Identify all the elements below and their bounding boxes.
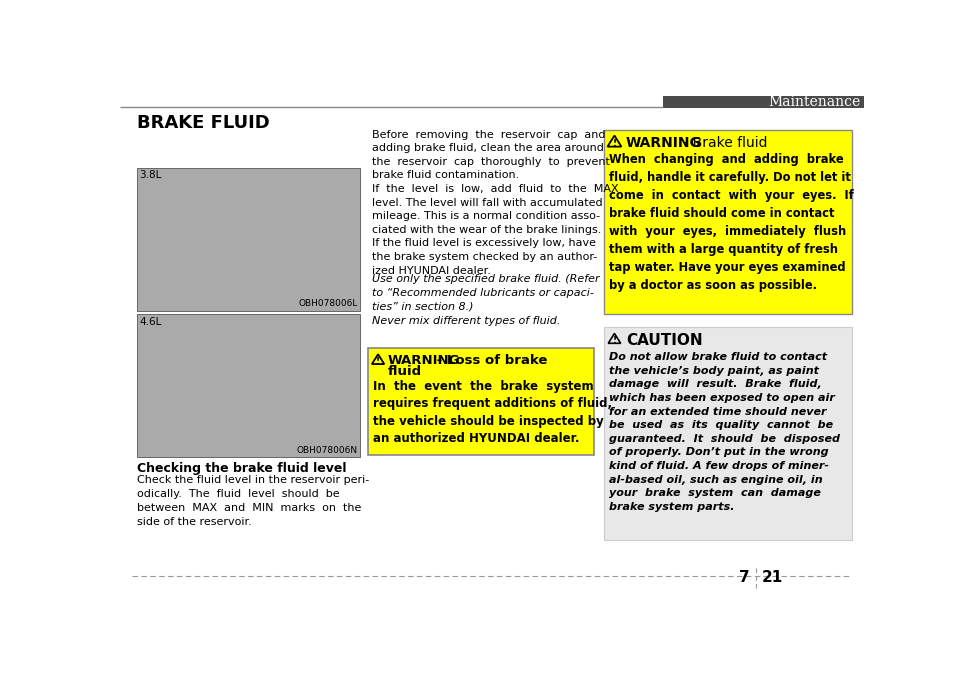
Text: 21: 21 xyxy=(761,570,783,586)
Text: Maintenance: Maintenance xyxy=(769,95,861,109)
Text: Never mix different types of fluid.: Never mix different types of fluid. xyxy=(372,316,561,326)
Text: CAUTION: CAUTION xyxy=(626,333,703,348)
Text: 7: 7 xyxy=(738,570,750,586)
Text: !: ! xyxy=(376,357,380,366)
Text: WARNING: WARNING xyxy=(626,136,702,150)
Text: Use only the specified brake fluid. (Refer
to “Recommended lubricants or capaci-: Use only the specified brake fluid. (Ref… xyxy=(372,274,599,311)
Text: !: ! xyxy=(612,336,616,345)
FancyBboxPatch shape xyxy=(605,130,852,314)
Text: 3.8L: 3.8L xyxy=(139,170,161,181)
Text: In  the  event  the  brake  system
requires frequent additions of fluid,
the veh: In the event the brake system requires f… xyxy=(372,380,612,445)
Text: !: ! xyxy=(612,138,616,148)
FancyBboxPatch shape xyxy=(368,347,594,455)
Text: Before  removing  the  reservoir  cap  and
adding brake fluid, clean the area ar: Before removing the reservoir cap and ad… xyxy=(372,130,618,276)
FancyBboxPatch shape xyxy=(605,327,852,540)
FancyBboxPatch shape xyxy=(137,168,360,311)
Text: - Brake fluid: - Brake fluid xyxy=(679,136,767,150)
Text: OBH078006L: OBH078006L xyxy=(299,299,358,308)
Text: BRAKE FLUID: BRAKE FLUID xyxy=(137,114,270,132)
Text: Checking the brake fluid level: Checking the brake fluid level xyxy=(137,462,347,475)
Text: - Loss of brake: - Loss of brake xyxy=(432,354,547,367)
Text: When  changing  and  adding  brake
fluid, handle it carefully. Do not let it
com: When changing and adding brake fluid, ha… xyxy=(609,153,853,291)
Text: Do not allow brake fluid to contact
the vehicle’s body paint, as paint
damage  w: Do not allow brake fluid to contact the … xyxy=(609,352,840,512)
Text: Check the fluid level in the reservoir peri-
odically.  The  fluid  level  shoul: Check the fluid level in the reservoir p… xyxy=(137,475,370,526)
Text: 4.6L: 4.6L xyxy=(139,317,161,327)
Text: OBH078006N: OBH078006N xyxy=(297,446,358,455)
Text: WARNING: WARNING xyxy=(388,354,460,367)
FancyBboxPatch shape xyxy=(137,314,360,457)
FancyBboxPatch shape xyxy=(662,96,864,108)
Text: fluid: fluid xyxy=(388,365,421,378)
